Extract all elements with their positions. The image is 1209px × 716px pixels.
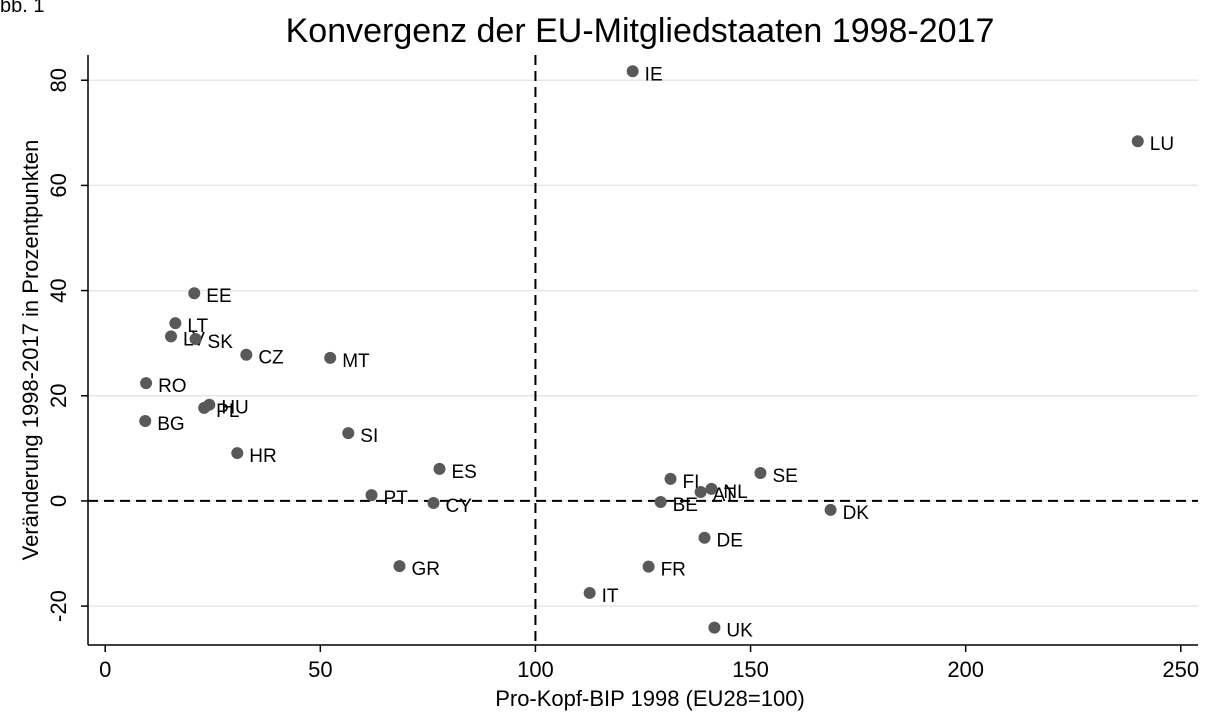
point [583, 586, 596, 599]
point [188, 287, 201, 300]
point-label: DK [843, 503, 870, 524]
y-tick-label: -20 [46, 590, 71, 622]
point [654, 495, 667, 508]
point [664, 472, 677, 485]
point [165, 330, 178, 343]
point-label: IE [645, 64, 663, 85]
point [198, 401, 211, 414]
point [342, 427, 355, 440]
point-label: EE [206, 286, 231, 307]
point-label: NL [723, 482, 747, 503]
point [427, 497, 440, 510]
point [754, 467, 767, 480]
point-label: CZ [258, 348, 284, 369]
point [140, 377, 153, 390]
point-label: HU [221, 398, 248, 419]
x-tick-label: 0 [99, 657, 111, 682]
y-axis-label: Veränderung 1998-2017 in Prozentpunkten [18, 140, 43, 561]
x-tick-label: 100 [517, 657, 554, 682]
x-tick-label: 200 [947, 657, 984, 682]
point-label: GR [411, 559, 440, 580]
point [139, 414, 152, 427]
point [1131, 135, 1144, 148]
y-tick-label: 60 [46, 173, 71, 197]
point [324, 351, 337, 364]
point [240, 348, 253, 361]
point-label: FI [683, 472, 700, 493]
y-tick-label: 40 [46, 278, 71, 302]
point-label: LT [187, 316, 208, 337]
point-label: LU [1150, 134, 1174, 155]
point-label: PT [384, 488, 409, 509]
annotation: bb. 1 [0, 0, 44, 17]
point [231, 447, 244, 460]
point-label: BG [157, 414, 184, 435]
point-label: SE [772, 466, 797, 487]
point [169, 317, 182, 330]
point-label: AT [713, 485, 736, 506]
chart-title: Konvergenz der EU-Mitgliedstaaten 1998-2… [286, 12, 995, 50]
x-tick-label: 50 [308, 657, 332, 682]
point [642, 560, 655, 573]
y-tick-label: 0 [46, 495, 71, 507]
x-tick-label: 150 [732, 657, 769, 682]
point-label: BE [673, 495, 698, 516]
point-label: SK [208, 332, 234, 353]
point-label: SI [360, 426, 378, 447]
point [365, 489, 378, 502]
y-tick-label: 20 [46, 384, 71, 408]
point-label: HR [249, 446, 276, 467]
point-label: FR [661, 560, 686, 581]
point [626, 65, 639, 78]
point [694, 485, 707, 498]
point-label: RO [158, 376, 187, 397]
point [433, 462, 446, 475]
point [189, 332, 202, 345]
point-label: PL [216, 401, 239, 422]
point-label: CY [445, 496, 472, 517]
point-label: IT [602, 586, 619, 607]
point [824, 503, 837, 516]
x-tick-label: 250 [1162, 657, 1199, 682]
y-tick-label: 80 [46, 68, 71, 92]
point-label: MT [342, 351, 370, 372]
point-label: UK [726, 621, 753, 642]
point-label: ES [452, 462, 477, 483]
point-label: DE [717, 531, 743, 552]
point [698, 531, 711, 544]
point [705, 482, 718, 495]
point [708, 621, 721, 634]
x-axis-label: Pro-Kopf-BIP 1998 (EU28=100) [495, 686, 805, 711]
point [393, 560, 406, 573]
